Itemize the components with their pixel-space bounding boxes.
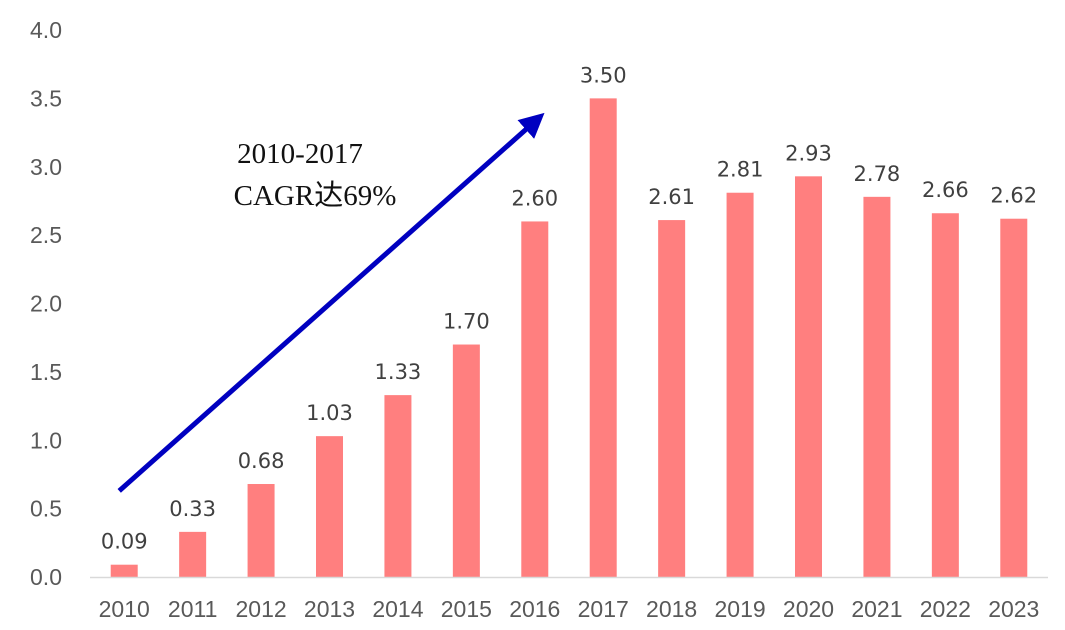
x-tick-label: 2023 (988, 596, 1039, 622)
bar-value-label: 2.60 (511, 186, 558, 210)
growth-arrow (117, 112, 545, 493)
bar-value-label: 2.62 (990, 184, 1037, 208)
bar (384, 395, 412, 577)
cagr-annotation: 2010-2017 CAGR达69% (117, 112, 545, 493)
x-tick-label: 2016 (509, 596, 560, 622)
bar-value-label: 0.68 (238, 449, 285, 473)
bar (110, 564, 138, 577)
annotation-cagr: CAGR达69% (234, 179, 397, 212)
x-tick-label: 2021 (851, 596, 902, 622)
y-tick-label: 3.5 (30, 85, 62, 111)
annotation-period: 2010-2017 (237, 138, 363, 170)
bar (589, 98, 617, 577)
bar (179, 531, 207, 577)
x-tick-label: 2014 (372, 596, 423, 622)
x-tick-label: 2017 (578, 596, 629, 622)
bar-value-label: 2.93 (785, 141, 832, 165)
x-tick-label: 2020 (783, 596, 834, 622)
bar-value-label: 2.66 (922, 178, 969, 202)
bar-value-label: 0.09 (101, 530, 148, 554)
bar (795, 176, 822, 577)
y-tick-label: 1.5 (30, 359, 62, 385)
y-tick-label: 4.0 (30, 17, 62, 43)
bar-value-label: 2.61 (648, 185, 695, 209)
bar-series (110, 98, 1028, 578)
y-tick-label: 3.0 (30, 154, 62, 180)
bar-value-label: 3.50 (580, 63, 627, 87)
y-tick-label: 2.5 (30, 222, 62, 248)
bar-value-label: 1.33 (375, 360, 422, 384)
x-tick-label: 2013 (304, 596, 355, 622)
x-tick-label: 2019 (714, 596, 765, 622)
y-tick-label: 0.5 (30, 496, 62, 522)
bar-value-label: 0.33 (169, 497, 216, 521)
x-tick-label: 2010 (99, 596, 150, 622)
x-axis: 2010 2011 2012 2013 2014 2015 2016 2017 2018 2019… (99, 596, 1040, 622)
bar-value-label: 2.81 (717, 158, 764, 182)
bar (247, 484, 275, 577)
bar-value-label: 1.70 (443, 310, 490, 334)
bar (452, 344, 480, 577)
x-tick-label: 2015 (441, 596, 492, 622)
x-tick-label: 2018 (646, 596, 697, 622)
y-tick-label: 0.0 (30, 564, 62, 590)
bar (658, 220, 686, 577)
y-tick-label: 1.0 (30, 427, 62, 453)
x-tick-label: 2011 (168, 596, 217, 622)
bar (316, 436, 343, 577)
bar (726, 192, 754, 578)
bar (931, 213, 959, 577)
x-tick-label: 2022 (920, 596, 971, 622)
y-axis: 0.0 0.5 1.0 1.5 2.0 2.5 3.0 3.5 4.0 (30, 17, 62, 590)
bar (1000, 218, 1028, 577)
bar (521, 221, 549, 577)
y-tick-label: 2.0 (30, 291, 62, 317)
x-tick-label: 2012 (235, 596, 286, 622)
bar-value-label: 1.03 (306, 401, 353, 425)
bar (863, 196, 891, 577)
data-labels: 0.09 0.33 0.68 1.03 1.33 1.70 2.60 3.50 2.61 2.81… (101, 63, 1037, 553)
bar-value-label: 2.78 (854, 162, 901, 186)
